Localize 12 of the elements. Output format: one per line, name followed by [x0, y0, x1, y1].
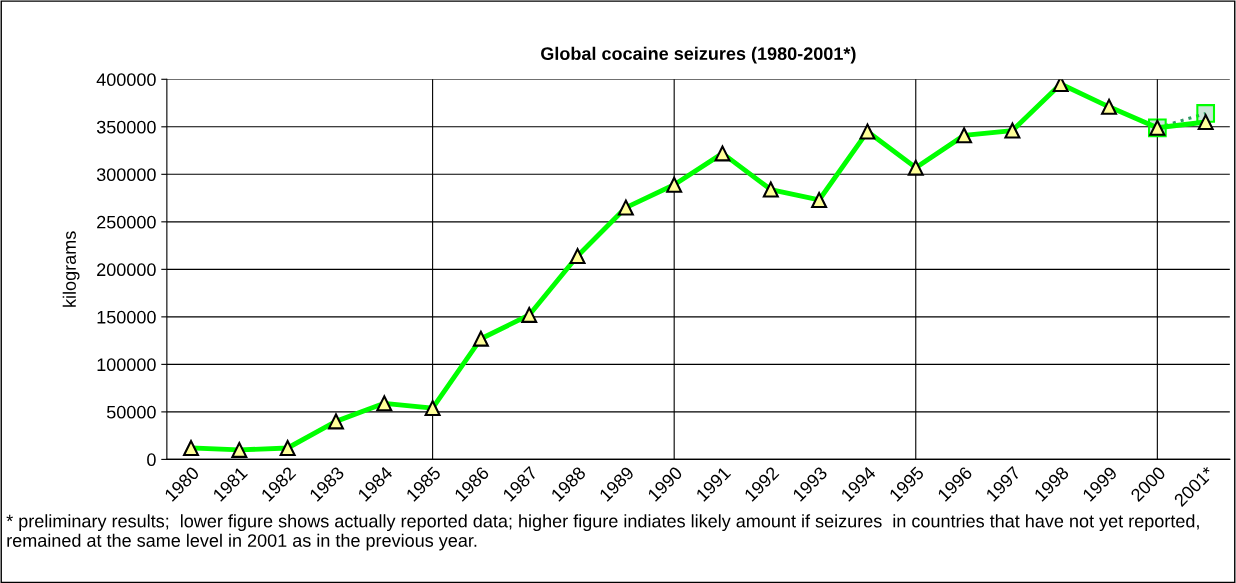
text: * preliminary results; lower figure shows actually reported data; higher figure indiates likely amount if seizures in countries that have not yet reported, remained at the same level in 2001 as in the previous year.: [6, 514, 1199, 551]
chart-title: Global cocaine seizures (1980-2001*): [541, 46, 856, 64]
y-tick-label: 50000: [106, 405, 156, 419]
y-tick-label: 200000: [97, 263, 156, 277]
y-tick-label: 400000: [96, 73, 156, 87]
y-axis-title: kilograms: [62, 231, 80, 307]
y-tick-label: 300000: [96, 168, 156, 182]
y-tick-label: 0: [147, 453, 156, 467]
y-tick-label: 100000: [97, 358, 156, 372]
y-tick-label: 350000: [96, 120, 156, 134]
y-tick-label: 150000: [97, 310, 156, 324]
y-tick-label: 250000: [97, 215, 156, 229]
